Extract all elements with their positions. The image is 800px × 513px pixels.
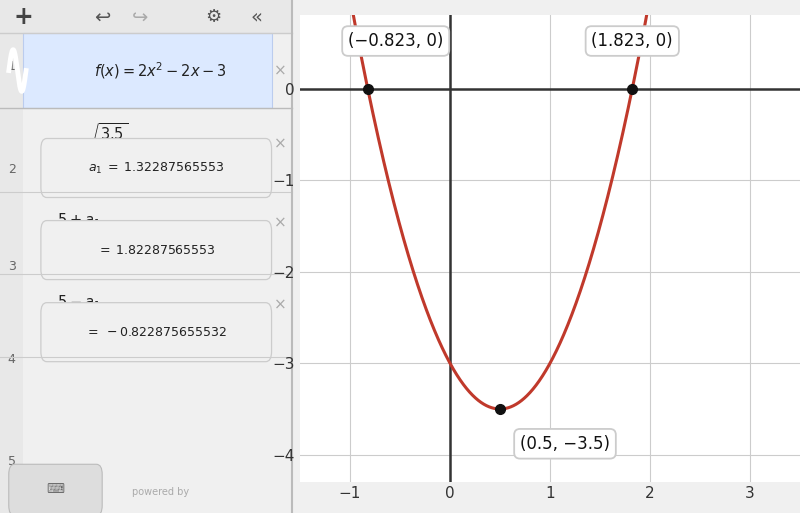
FancyBboxPatch shape xyxy=(41,303,271,362)
Text: 4: 4 xyxy=(8,352,16,366)
FancyBboxPatch shape xyxy=(41,221,271,280)
Text: $=\;1.82287565553$: $=\;1.82287565553$ xyxy=(97,244,215,257)
Bar xyxy=(0,33,23,513)
Text: powered by: powered by xyxy=(132,487,189,498)
Text: $a_1=\sqrt{\dfrac{3.5}{2}}$: $a_1=\sqrt{\dfrac{3.5}{2}}$ xyxy=(50,122,129,159)
Text: ⚙: ⚙ xyxy=(205,8,222,26)
Text: ↪: ↪ xyxy=(132,7,148,27)
Text: «: « xyxy=(251,7,263,27)
Text: 2: 2 xyxy=(8,163,16,176)
Text: (0.5, −3.5): (0.5, −3.5) xyxy=(520,435,610,453)
Bar xyxy=(23,33,271,108)
Text: $a_1\;=\;1.32287565553$: $a_1\;=\;1.32287565553$ xyxy=(88,161,224,176)
Text: 5: 5 xyxy=(8,455,16,468)
Text: (1.823, 0): (1.823, 0) xyxy=(591,32,673,50)
Text: $.5+a_1$: $.5+a_1$ xyxy=(50,211,101,230)
Text: ×: × xyxy=(274,136,286,151)
Text: $=\;-0.822875655532$: $=\;-0.822875655532$ xyxy=(86,326,227,339)
Text: ⌨: ⌨ xyxy=(46,483,65,497)
Text: ×: × xyxy=(274,215,286,231)
Text: +: + xyxy=(14,5,34,29)
Text: $f(x)=2x^2-2x-3$: $f(x)=2x^2-2x-3$ xyxy=(94,61,227,81)
Text: (−0.823, 0): (−0.823, 0) xyxy=(348,32,443,50)
Text: ×: × xyxy=(274,298,286,313)
Text: ↩: ↩ xyxy=(94,7,110,27)
Text: 3: 3 xyxy=(8,260,16,273)
FancyBboxPatch shape xyxy=(9,464,102,513)
FancyBboxPatch shape xyxy=(41,139,271,198)
Text: ×: × xyxy=(274,63,286,78)
Text: $.5-a_1$: $.5-a_1$ xyxy=(50,293,101,312)
Bar xyxy=(0,0,292,33)
Text: 1: 1 xyxy=(8,60,16,73)
